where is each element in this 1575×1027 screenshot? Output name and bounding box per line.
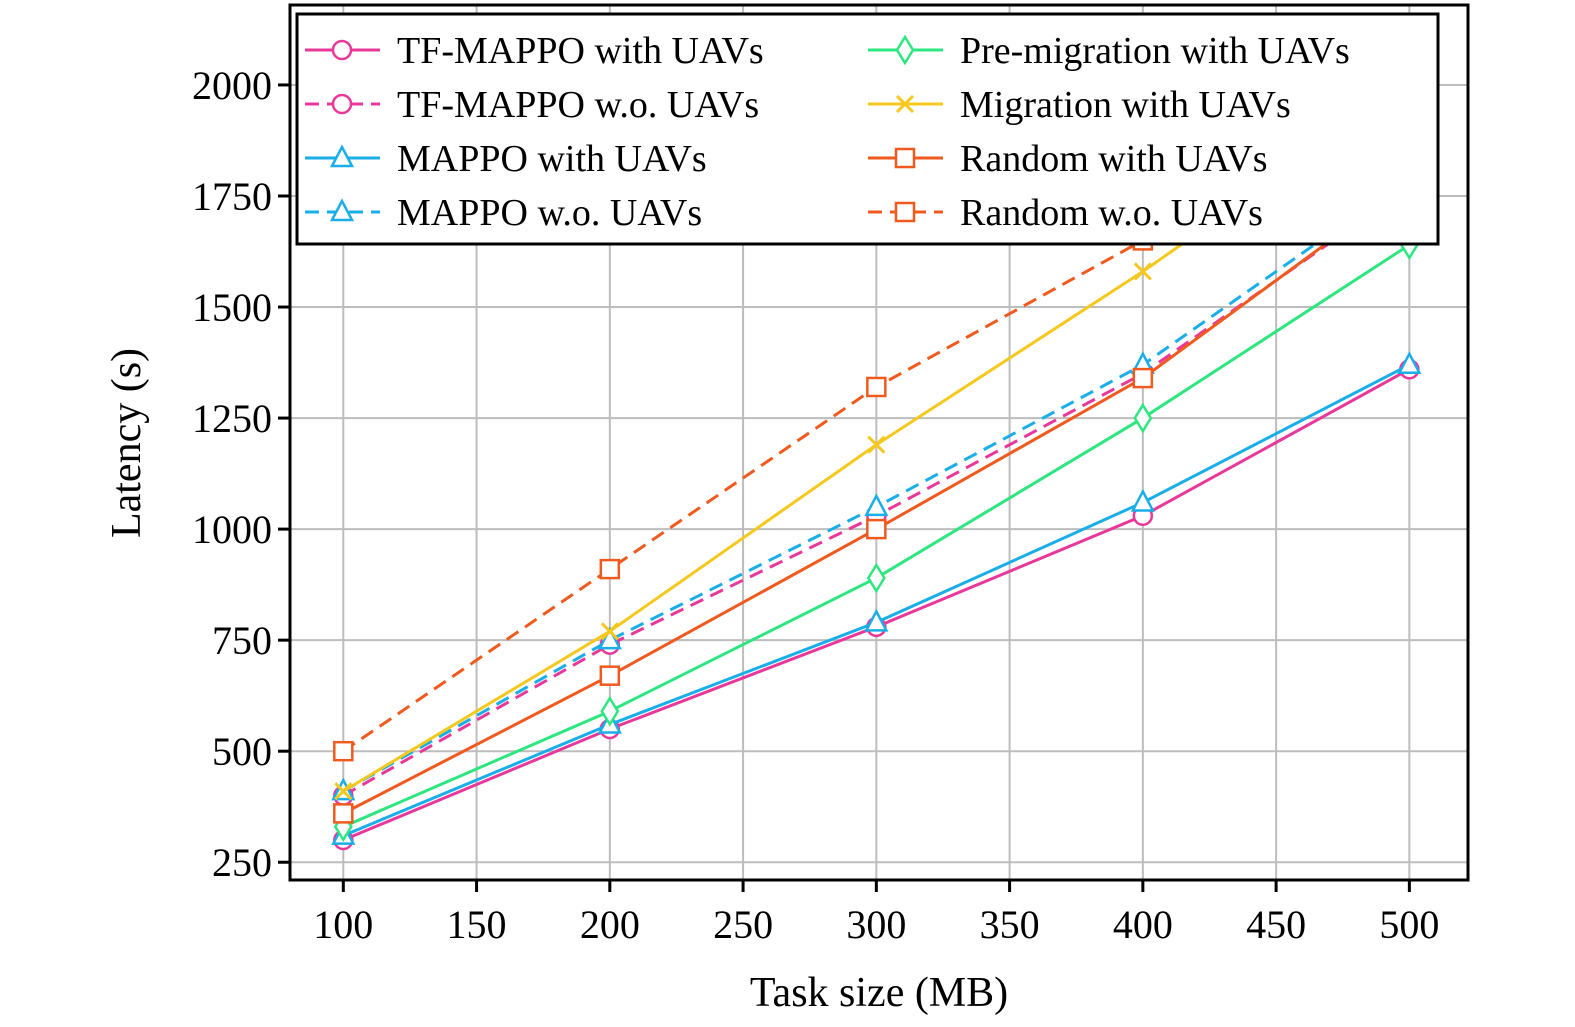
data-point <box>334 782 353 801</box>
x-tick-label: 100 <box>313 902 373 947</box>
legend-marker <box>329 144 355 168</box>
legend-entry: MAPPO w.o. UAVs <box>305 192 702 234</box>
data-point <box>1133 262 1152 281</box>
data-point <box>864 493 889 517</box>
data-point <box>866 376 887 398</box>
y-axis: 250 500 750 1000 1250 1500 1750 2000 <box>192 63 290 885</box>
legend-label: MAPPO with UAVs <box>397 138 707 180</box>
y-tick-label: 250 <box>212 840 272 885</box>
data-point <box>867 435 886 454</box>
legend-entry: Random w.o. UAVs <box>868 192 1263 234</box>
x-tick-label: 300 <box>846 902 906 947</box>
legend-marker <box>331 39 353 61</box>
legend-label: Random with UAVs <box>960 138 1268 180</box>
legend: TF-MAPPO with UAVs TF-MAPPO w.o. UAVs MAPP… <box>295 12 1440 246</box>
data-point <box>864 608 889 632</box>
y-tick-label: 1750 <box>192 174 272 219</box>
legend-label: Migration with UAVs <box>960 84 1291 126</box>
legend-entry: TF-MAPPO with UAVs <box>305 30 764 72</box>
legend-entry: TF-MAPPO w.o. UAVs <box>305 84 759 126</box>
data-point <box>1133 402 1153 434</box>
y-tick-label: 750 <box>212 618 272 663</box>
y-tick-label: 1500 <box>192 285 272 330</box>
x-tick-label: 450 <box>1246 902 1306 947</box>
marker-stroke <box>600 622 619 641</box>
x-tick-label: 250 <box>713 902 773 947</box>
x-tick-label: 500 <box>1379 902 1439 947</box>
legend-marker <box>331 93 353 115</box>
plot-frame <box>288 3 1470 882</box>
data-point <box>866 562 886 594</box>
legend-marker <box>329 198 355 222</box>
y-axis-title: Latency (s) <box>104 348 150 538</box>
data-point <box>1132 367 1154 389</box>
data-point <box>600 622 619 641</box>
marker-stroke <box>334 782 353 801</box>
legend-entry: MAPPO with UAVs <box>305 138 707 180</box>
data-point <box>1397 351 1422 375</box>
y-tick-label: 500 <box>212 729 272 774</box>
legend-entry: Pre-migration with UAVs <box>868 30 1350 72</box>
legend-label: MAPPO w.o. UAVs <box>397 192 702 234</box>
marker-stroke <box>895 94 915 114</box>
marker-stroke <box>1133 262 1152 281</box>
legend-label: TF-MAPPO w.o. UAVs <box>397 84 759 126</box>
legend-box <box>295 12 1440 246</box>
x-axis: 100 150 200 250 300 350 400 450 500 <box>313 880 1439 947</box>
x-tick-label: 200 <box>580 902 640 947</box>
legend-entry: Random with UAVs <box>868 138 1268 180</box>
data-point <box>599 665 621 686</box>
data-point <box>1130 488 1155 512</box>
x-tick-label: 350 <box>980 902 1040 947</box>
y-tick-label: 1000 <box>192 507 272 552</box>
legend-marker <box>895 94 915 114</box>
data-point <box>597 626 622 650</box>
data-point <box>333 803 354 824</box>
marker-stroke <box>867 435 886 454</box>
legend-marker <box>895 34 915 66</box>
legend-marker <box>894 147 916 169</box>
data-point <box>333 740 354 762</box>
data-point <box>866 518 887 540</box>
data-point <box>600 695 620 727</box>
x-tick-label: 400 <box>1113 902 1173 947</box>
legend-label: Pre-migration with UAVs <box>960 30 1350 72</box>
legend-label: Random w.o. UAVs <box>960 192 1263 234</box>
legend-entry: Migration with UAVs <box>868 84 1291 126</box>
series-2 <box>331 351 1422 845</box>
legend-marker <box>894 201 916 223</box>
legend-label: TF-MAPPO with UAVs <box>397 30 764 72</box>
x-axis-title: Task size (MB) <box>750 970 1008 1016</box>
y-tick-label: 2000 <box>192 63 272 108</box>
x-tick-label: 150 <box>447 902 507 947</box>
data-point <box>599 558 621 580</box>
y-tick-label: 1250 <box>192 396 272 441</box>
